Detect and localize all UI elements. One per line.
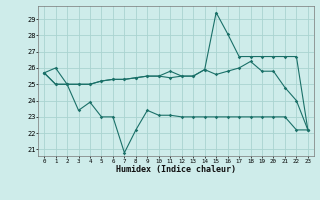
X-axis label: Humidex (Indice chaleur): Humidex (Indice chaleur) xyxy=(116,165,236,174)
